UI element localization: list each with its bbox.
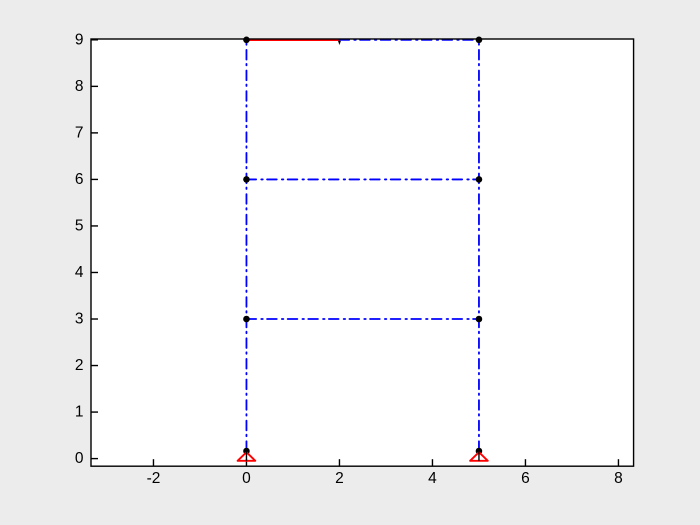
svg-text:1: 1 (75, 404, 84, 421)
svg-text:2: 2 (75, 357, 84, 374)
svg-text:0: 0 (75, 450, 84, 467)
svg-text:5: 5 (75, 217, 84, 234)
svg-text:4: 4 (75, 264, 84, 281)
svg-text:4: 4 (428, 470, 437, 487)
svg-text:8: 8 (614, 470, 623, 487)
svg-text:6: 6 (75, 171, 84, 188)
svg-text:8: 8 (75, 78, 84, 95)
svg-text:2: 2 (335, 470, 344, 487)
svg-text:-2: -2 (147, 470, 161, 487)
svg-text:6: 6 (521, 470, 530, 487)
svg-text:7: 7 (75, 124, 84, 141)
svg-text:3: 3 (75, 311, 84, 328)
svg-text:9: 9 (75, 31, 84, 48)
svg-text:0: 0 (242, 470, 251, 487)
